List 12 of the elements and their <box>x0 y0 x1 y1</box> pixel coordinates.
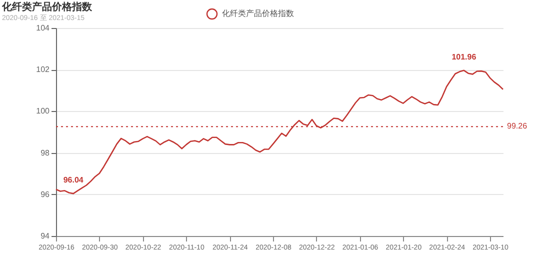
annotation: 96.04 <box>63 176 84 185</box>
ref-line-label: 99.26 <box>507 122 528 131</box>
y-tick-label: 98 <box>40 148 50 158</box>
chart-title: 化纤类产品价格指数 <box>1 1 93 13</box>
legend-label: 化纤类产品价格指数 <box>222 9 294 18</box>
y-tick-label: 100 <box>36 106 50 116</box>
line-series <box>55 70 504 194</box>
y-tick-label: 102 <box>36 65 50 74</box>
y-tick-label: 96 <box>40 190 50 199</box>
y-tick-label: 94 <box>40 232 50 240</box>
y-tick-label: 104 <box>36 24 50 32</box>
annotation: 101.96 <box>452 52 477 62</box>
